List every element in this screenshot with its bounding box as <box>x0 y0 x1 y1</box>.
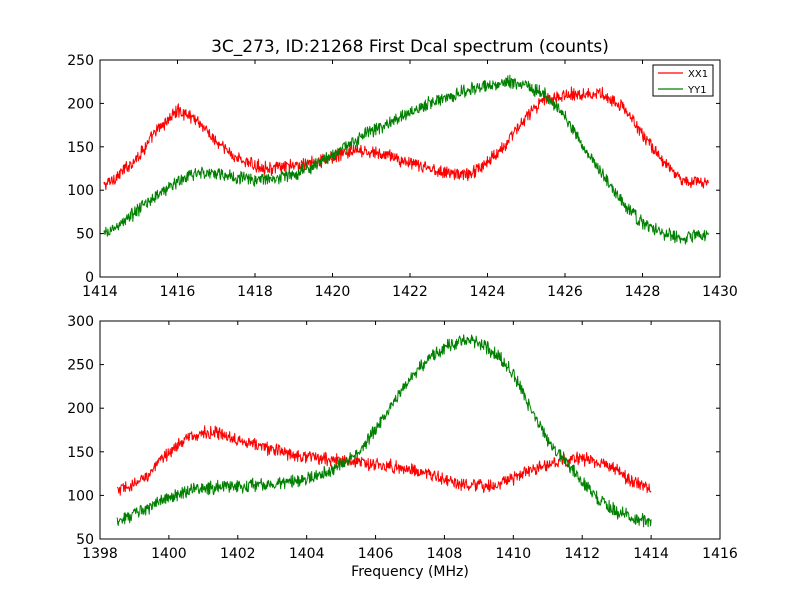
y-tick-label: 300 <box>67 314 94 330</box>
legend-label-xx1: XX1 <box>688 69 708 80</box>
y-tick-label: 250 <box>67 358 94 374</box>
y-tick-label: 50 <box>76 227 94 243</box>
x-tick-label: 1412 <box>564 546 600 562</box>
legend-frame <box>652 64 714 97</box>
x-tick-label: 1402 <box>220 546 256 562</box>
bottom-chart: 1398 1400 1402 1404 1406 1408 1410 1412 1414 1416… <box>67 314 738 580</box>
top-chart: 3C_273, ID:21268 First Dcal spectrum (co… <box>67 37 738 300</box>
axis-layer: 1398 1400 1402 1404 1406 1408 1410 1412 1414 1416… <box>67 314 738 562</box>
x-tick-label: 1408 <box>427 546 463 562</box>
x-tick-label: 1424 <box>470 284 506 300</box>
legend: XX1 YY1 <box>652 64 714 97</box>
series-layer <box>103 74 709 245</box>
y-tick-label: 100 <box>67 488 94 504</box>
x-axis-title: Frequency (MHz) <box>351 564 469 580</box>
y-tick-label: 100 <box>67 183 94 199</box>
y-tick-label: 0 <box>85 270 94 286</box>
x-tick-label: 1422 <box>392 284 428 300</box>
x-tick-label: 1406 <box>358 546 394 562</box>
plot-frame <box>99 320 721 540</box>
series-line-yy1 <box>116 334 652 528</box>
x-tick-label: 1414 <box>633 546 669 562</box>
axis-layer: 1414 1416 1418 1420 1422 1424 1426 1428 1430 0 50 1… <box>67 53 738 300</box>
y-tick-label: 200 <box>67 401 94 417</box>
x-tick-label: 1416 <box>160 284 196 300</box>
x-tick-label: 1400 <box>151 546 187 562</box>
series-line-xx1 <box>116 425 652 496</box>
x-tick-label: 1404 <box>289 546 325 562</box>
y-tick-label: 50 <box>76 532 94 548</box>
x-tick-label: 1428 <box>625 284 661 300</box>
x-tick-label: 1416 <box>702 546 738 562</box>
legend-label-yy1: YY1 <box>687 85 707 96</box>
x-tick-label: 1418 <box>237 284 273 300</box>
x-tick-label: 1410 <box>496 546 532 562</box>
series-line-xx1 <box>103 86 709 191</box>
y-tick-label: 250 <box>67 53 94 69</box>
y-tick-label: 200 <box>67 96 94 112</box>
x-tick-label: 1414 <box>82 284 118 300</box>
x-tick-label: 1426 <box>547 284 583 300</box>
y-tick-label: 150 <box>67 445 94 461</box>
x-tick-label: 1420 <box>315 284 351 300</box>
x-tick-label: 1398 <box>82 546 118 562</box>
series-line-yy1 <box>103 74 709 245</box>
chart-title: 3C_273, ID:21268 First Dcal spectrum (co… <box>211 37 609 57</box>
y-tick-label: 150 <box>67 140 94 156</box>
x-tick-label: 1430 <box>702 284 738 300</box>
series-layer <box>116 334 652 528</box>
